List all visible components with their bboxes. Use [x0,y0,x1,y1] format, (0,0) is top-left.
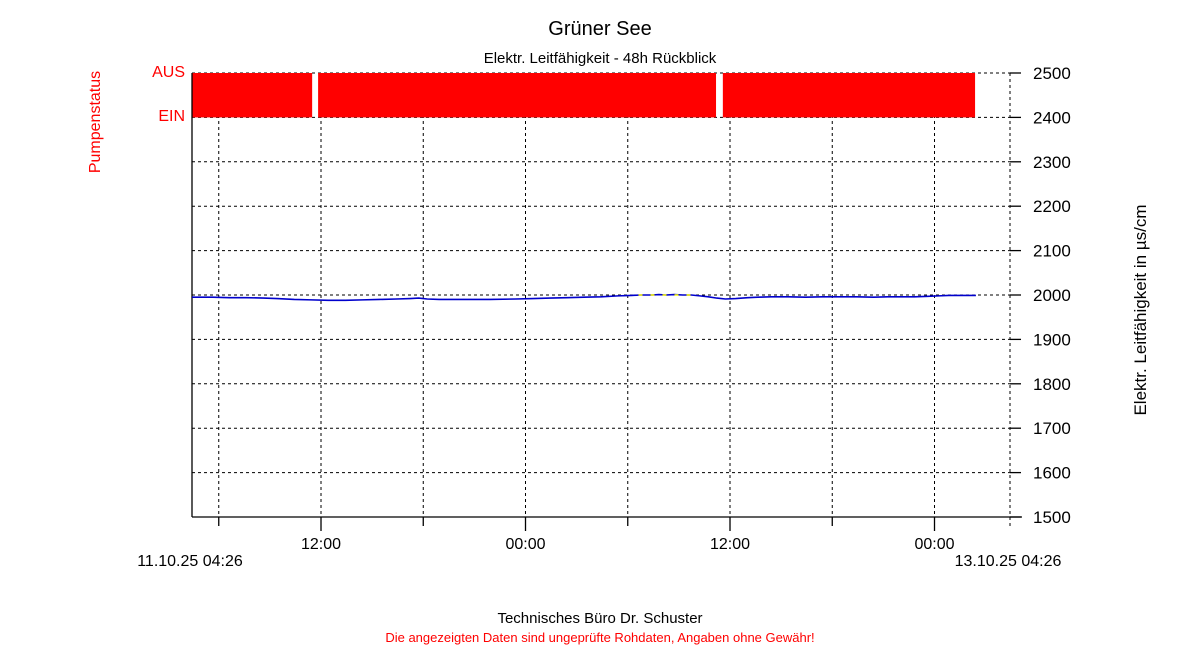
time-axis-start-label: 11.10.25 04:26 [137,553,243,570]
value-axis-title: Elektr. Leitfähigkeit in µs/cm [1131,204,1150,416]
y-tick-label: 1700 [1033,419,1071,438]
y-tick-label: 2200 [1033,197,1071,216]
y-tick-label: 2400 [1033,108,1071,127]
y-tick-label: 1900 [1033,330,1071,349]
chart-subtitle: Elektr. Leitfähigkeit - 48h Rückblick [483,50,717,67]
y-tick-label: 1800 [1033,375,1071,394]
y-tick-label: 2300 [1033,153,1071,172]
pump-tick-aus: AUS [152,64,185,81]
y-tick-label: 2500 [1033,64,1071,83]
pump-axis-title: Pumpenstatus [87,70,104,174]
pump-status-bar-segment [722,73,976,118]
time-axis-end-label: 13.10.25 04:26 [954,553,1062,570]
footer-company: Technisches Büro Dr. Schuster [497,610,703,627]
footer-disclaimer: Die angezeigten Daten sind ungeprüfte Ro… [385,630,815,645]
y-tick-label: 2100 [1033,242,1071,261]
x-tick-label: 12:00 [301,536,341,553]
pump-status-bar-segment [318,73,717,118]
x-tick-label: 00:00 [505,536,545,553]
y-tick-label: 1500 [1033,508,1071,527]
y-tick-label: 1600 [1033,464,1071,483]
x-tick-label: 12:00 [710,536,750,553]
pump-status-bar-segment [192,73,313,118]
pump-tick-ein: EIN [158,108,185,125]
conductivity-line [192,293,976,302]
x-tick-label: 00:00 [914,536,954,553]
chart-title: Grüner See [548,18,652,40]
y-tick-label: 2000 [1033,286,1071,305]
